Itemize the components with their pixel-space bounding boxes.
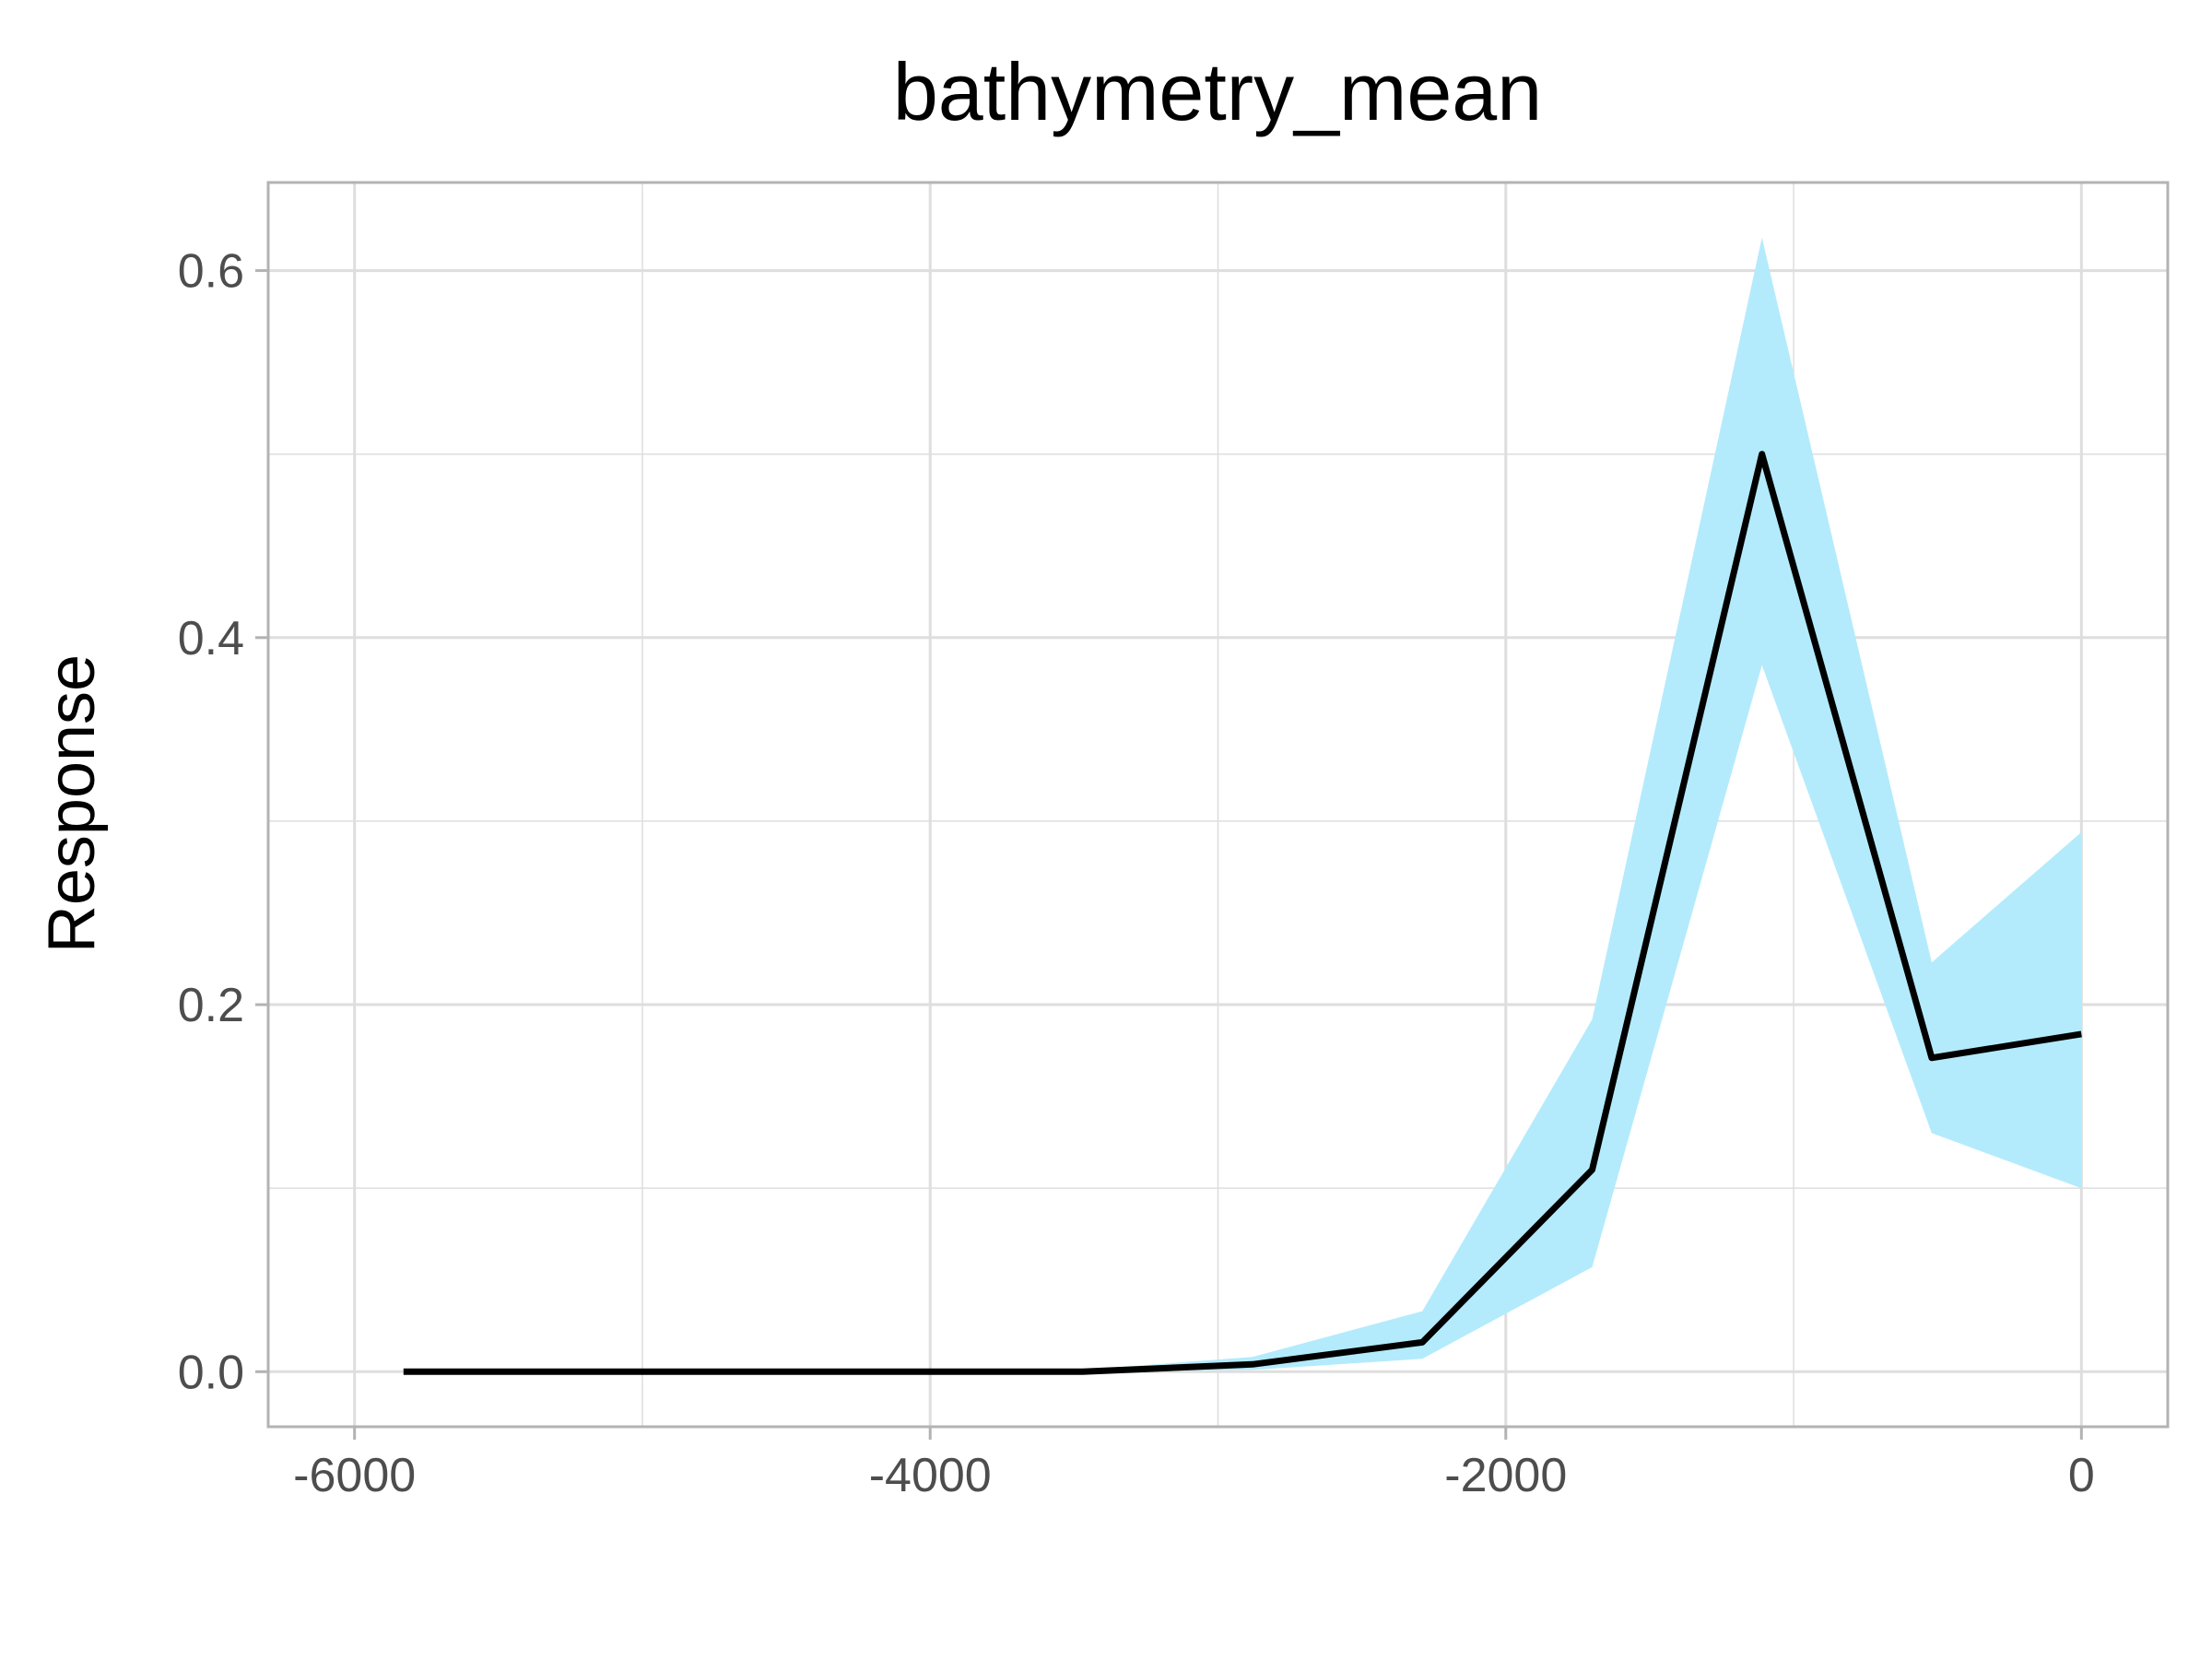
chart-title: bathymetry_mean	[893, 46, 1542, 137]
x-tick-label: -4000	[869, 1449, 992, 1502]
y-axis: 0.0 0.2 0.4 0.6	[178, 245, 268, 1399]
y-tick-label: 0.6	[178, 245, 244, 299]
y-tick-label: 0.2	[178, 979, 244, 1032]
x-tick-label: -2000	[1444, 1449, 1567, 1502]
response-line	[403, 451, 2082, 1375]
x-tick-label: 0	[2068, 1449, 2095, 1502]
y-axis-title: Response	[35, 654, 109, 953]
x-axis: -6000 -4000 -2000 0	[293, 1427, 2095, 1502]
y-tick-label: 0.0	[178, 1346, 244, 1399]
x-tick-label: -6000	[293, 1449, 416, 1502]
confidence-band	[403, 237, 2082, 1372]
response-line-group	[403, 451, 2082, 1375]
confidence-band-group	[403, 237, 2082, 1372]
y-tick-label: 0.4	[178, 612, 244, 665]
panel-border	[266, 181, 2170, 1429]
